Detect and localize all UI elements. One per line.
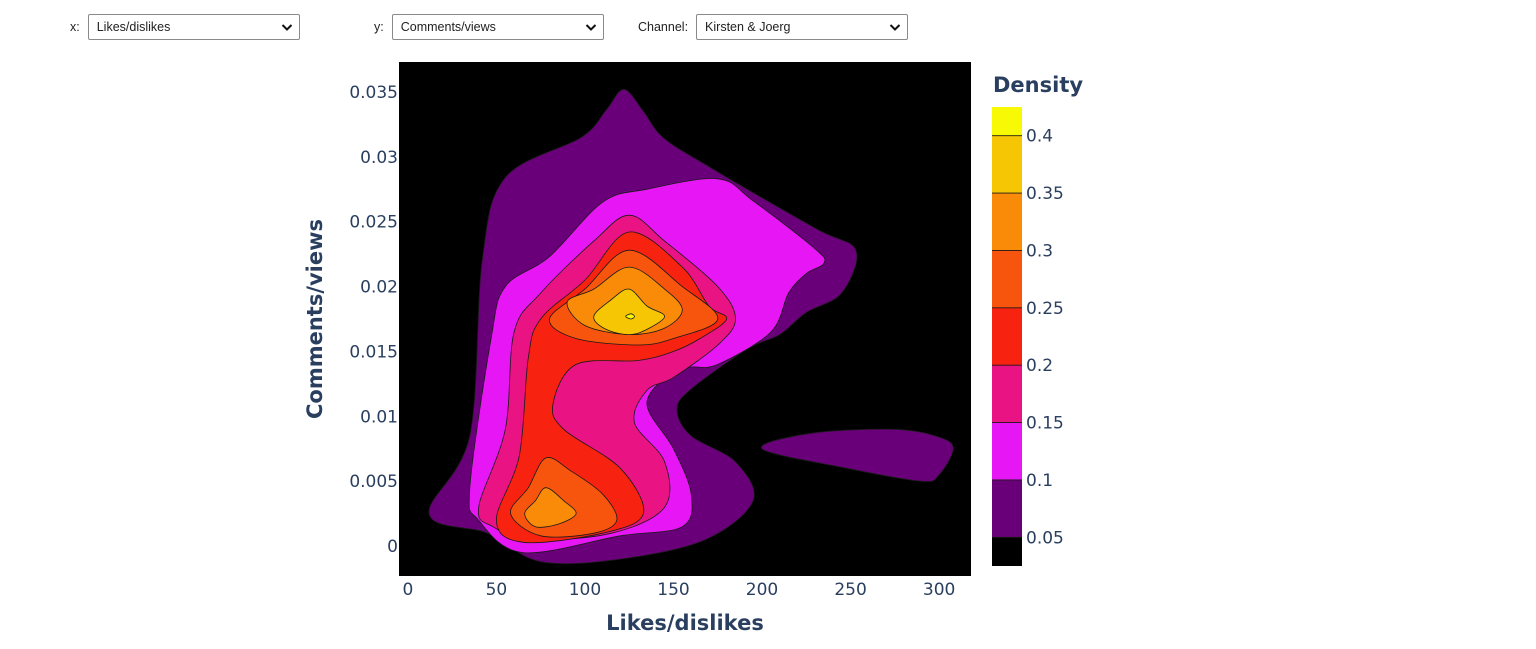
channel-select[interactable]: Kirsten & Joerg [696,14,909,40]
x-tick-label: 50 [486,580,508,600]
channel-select-value: Kirsten & Joerg [705,20,791,34]
y-axis-ticks: 0 0.005 0.01 0.015 0.02 0.025 0.03 0.035 [349,83,398,557]
contour-level-0_4-10 [625,313,635,320]
colorbar-tick-label: 0.2 [1026,356,1053,376]
colorbar-tick-label: 0.3 [1026,241,1053,261]
colorbar-swatch [992,250,1022,308]
y-tick-label: 0.02 [360,278,398,298]
colorbar-title: Density [993,73,1083,97]
colorbar-tick-label: 0.1 [1026,471,1053,491]
x-axis-control: x: Likes/dislikes [70,13,300,41]
colorbar-tick-label: 0.05 [1026,528,1064,548]
colorbar-tick-label: 0.35 [1026,184,1064,204]
y-tick-label: 0.025 [349,213,398,233]
y-axis-select-value: Comments/views [400,20,496,34]
chevron-down-icon [281,24,292,31]
y-axis-select[interactable]: Comments/views [391,14,604,40]
contour-level-0_05-1 [761,428,954,482]
colorbar-swatch [992,193,1022,251]
colorbar-swatch [992,307,1022,366]
contour-level-0_3-7 [524,487,577,528]
colorbar-swatch [992,107,1022,136]
x-tick-label: 0 [402,580,413,600]
x-axis-select-value: Likes/dislikes [96,20,171,34]
y-tick-label: 0 [387,537,398,557]
x-tick-label: 250 [834,580,866,600]
contour-level-0_35-9 [593,288,666,336]
colorbar-swatch [992,537,1022,566]
colorbar-tick-label: 0.4 [1026,127,1053,147]
y-axis-title: Comments/views [303,219,327,419]
y-tick-label: 0.015 [349,342,398,362]
x-axis-label: x: [70,20,80,34]
x-tick-label: 300 [923,580,955,600]
y-tick-label: 0.03 [360,148,398,168]
y-axis-label: y: [374,20,384,34]
colorbar-tick-label: 0.15 [1026,414,1064,434]
colorbar-tick-label: 0.25 [1026,299,1064,319]
x-tick-label: 200 [746,580,778,600]
colorbar-swatch [992,135,1022,194]
channel-control: Channel: Kirsten & Joerg [638,13,909,41]
chevron-down-icon [585,24,596,31]
y-tick-label: 0.005 [349,472,398,492]
x-tick-label: 100 [569,580,601,600]
channel-label: Channel: [638,20,689,34]
colorbar-swatch [992,479,1022,538]
colorbar-swatch [992,365,1022,423]
x-axis-title: Likes/dislikes [606,611,764,635]
x-axis-select[interactable]: Likes/dislikes [87,14,300,40]
chevron-down-icon [889,24,901,31]
y-axis-control: y: Comments/views [374,13,604,41]
x-tick-label: 150 [657,580,689,600]
x-axis-ticks: 0 50 100 150 200 250 300 [402,580,955,600]
colorbar: 0.05 0.1 0.15 0.2 0.25 0.3 0.35 0.4 [992,107,1064,566]
y-tick-label: 0.035 [349,83,398,103]
contour-layer [428,88,954,565]
y-tick-label: 0.01 [360,407,398,427]
colorbar-swatch [992,422,1022,480]
